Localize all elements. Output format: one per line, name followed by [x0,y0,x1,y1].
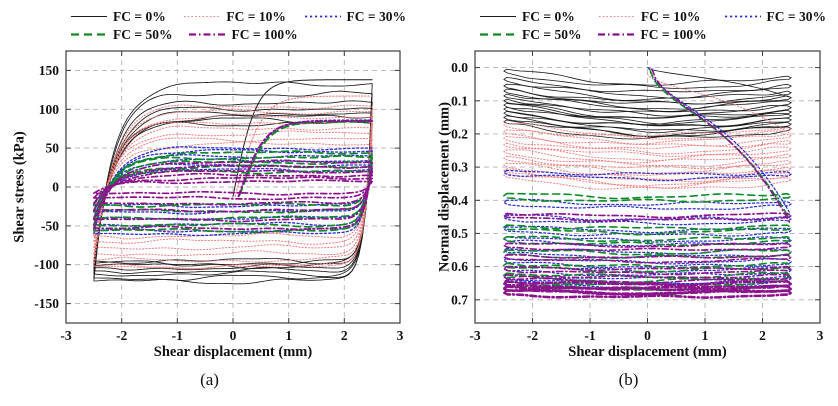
svg-text:0.1: 0.1 [451,93,468,108]
svg-text:-3: -3 [60,328,71,343]
svg-text:0.3: 0.3 [451,160,468,175]
tick-labels: -3 -2 -1 0 1 2 3 0.0 0.1 0.2 0.3 0.4 0.5 0.6 0.7 [451,60,824,343]
svg-text:2: 2 [341,328,348,343]
svg-text:0.6: 0.6 [451,259,468,274]
figure-page: FC = 0% FC = 10% FC = 30% FC = 50% FC = 100… [0,0,838,390]
svg-text:150: 150 [39,63,60,78]
svg-text:0.5: 0.5 [451,226,468,241]
legend-item-fc-30-: FC = 30% [724,9,826,25]
caption-b: (b) [618,370,639,389]
legend-label: FC = 100% [231,26,298,42]
svg-text:50: 50 [46,141,60,156]
svg-text:-3: -3 [469,328,480,343]
legend-line-sample-icon [480,15,516,18]
legend-label: FC = 10% [640,8,701,24]
svg-text:1: 1 [702,328,709,343]
legend-a: FC = 0% FC = 10% FC = 30% FC = 50% FC = 100… [70,8,406,43]
legend-b: FC = 0% FC = 10% FC = 30% FC = 50% FC = 100… [479,8,826,43]
legend-item-fc-0-: FC = 0% [479,9,575,25]
legend-line-sample-icon [598,33,635,36]
legend-label: FC = 0% [522,8,575,24]
chart-b-canvas: -3 -2 -1 0 1 2 3 0.0 0.1 0.2 0.3 0.4 0.5 0.6 0.7 [451,50,824,343]
legend-label: FC = 100% [640,26,707,42]
svg-text:0.4: 0.4 [451,193,468,208]
svg-text:100: 100 [39,102,60,117]
caption-a: (a) [200,370,219,389]
svg-text:-2: -2 [527,328,538,343]
series-fc-100- [92,119,374,231]
legend-row-2: FC = 50% FC = 100% [70,26,406,43]
figure-a: FC = 0% FC = 10% FC = 30% FC = 50% FC = 100… [0,0,419,390]
legend-label: FC = 0% [113,8,166,24]
svg-text:0.0: 0.0 [451,60,468,75]
legend-line-sample-icon [304,15,341,18]
legend-row-2: FC = 50% FC = 100% [479,26,826,43]
svg-text:-2: -2 [116,328,127,343]
legend-line-sample-icon [184,15,221,18]
svg-text:3: 3 [817,328,824,343]
legend-label: FC = 50% [522,26,582,42]
legend-line-sample-icon [189,33,226,36]
tick-labels: -3 -2 -1 0 1 2 3 150 100 50 0 -50 -100 -150 [34,63,403,343]
y-axis-label-b: Normal displacement (mm) [436,102,453,272]
x-axis-label-b: Shear displacement (mm) [568,344,727,360]
svg-text:-150: -150 [34,296,59,311]
svg-text:0: 0 [230,328,237,343]
legend-label: FC = 30% [766,8,826,24]
svg-text:-100: -100 [34,257,59,272]
legend-item-fc-10-: FC = 10% [598,9,700,25]
svg-text:2: 2 [759,328,766,343]
plot-area-b: Normal displacement (mm) -3 -2 -1 0 1 2 3 0.0 0.… [419,45,838,343]
legend-row-1: FC = 0% FC = 10% FC = 30% [479,8,826,25]
svg-text:0: 0 [52,180,59,195]
tick-marks [66,51,400,323]
tick-marks [475,51,820,323]
svg-text:1: 1 [285,328,292,343]
legend-item-fc-10-: FC = 10% [183,8,286,25]
legend-item-fc-0-: FC = 0% [70,9,166,25]
legend-item-fc-100-: FC = 100% [188,26,298,43]
series-fc-0- [503,67,792,140]
legend-item-fc-100-: FC = 100% [597,26,707,43]
svg-text:0: 0 [644,328,651,343]
svg-text:-1: -1 [172,328,183,343]
legend-label: FC = 30% [346,8,406,24]
chart-a-canvas: -3 -2 -1 0 1 2 3 150 100 50 0 -50 -100 -150 [34,50,404,343]
svg-text:-1: -1 [584,328,595,343]
legend-line-sample-icon [598,15,635,18]
legend-line-sample-icon [724,15,761,18]
legend-line-sample-icon [71,15,107,18]
y-axis-label-a: Shear stress (kPa) [11,131,28,243]
legend-item-fc-50-: FC = 50% [479,27,581,43]
legend-item-fc-30-: FC = 30% [304,9,406,25]
svg-text:0.7: 0.7 [451,292,468,307]
figure-b: FC = 0% FC = 10% FC = 30% FC = 50% FC = 100… [419,0,838,390]
plot-area-a: Shear stress (kPa) -3 -2 -1 0 1 2 3 150 100 50 0 -5… [0,45,419,343]
svg-text:0.2: 0.2 [451,126,468,141]
series-fc-10- [93,95,373,270]
svg-text:-50: -50 [41,218,59,233]
legend-row-1: FC = 0% FC = 10% FC = 30% [70,8,406,25]
legend-item-fc-50-: FC = 50% [70,27,172,43]
x-axis-label-a: Shear displacement (mm) [153,344,313,360]
series-fc-100- [502,68,793,299]
legend-label: FC = 50% [113,26,173,42]
legend-label: FC = 10% [226,8,286,24]
legend-line-sample-icon [480,33,516,36]
legend-line-sample-icon [71,33,107,36]
svg-text:3: 3 [397,328,404,343]
